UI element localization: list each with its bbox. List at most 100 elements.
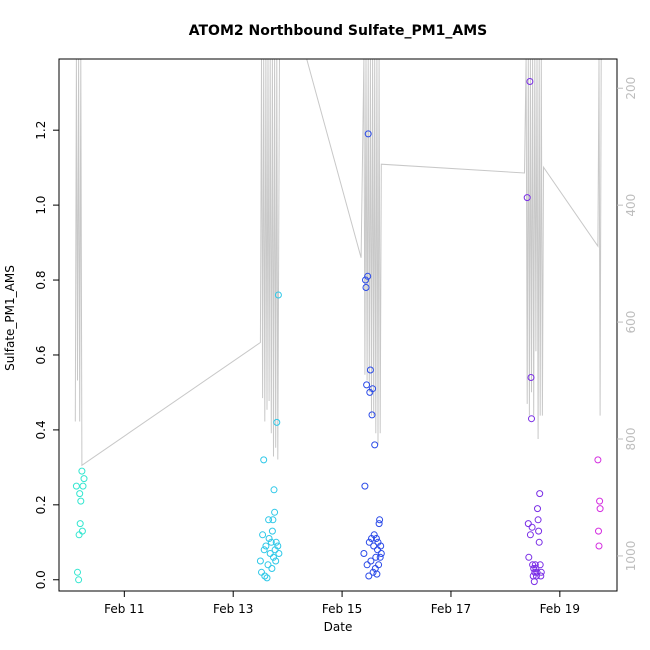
plot-frame (58, 58, 618, 592)
data-point (373, 570, 381, 578)
data-point (370, 542, 378, 550)
data-point (258, 568, 265, 576)
data-point (594, 456, 602, 464)
data-point (376, 516, 384, 524)
data-point (77, 497, 85, 505)
altitude-trace-line (74, 58, 602, 467)
y-tick-label: 0.6 (34, 345, 48, 364)
data-point (370, 531, 378, 539)
data-point (363, 561, 371, 569)
y-tick-label: 0.4 (34, 420, 48, 439)
data-point (256, 557, 264, 565)
data-point (275, 550, 283, 557)
x-tick-label: Feb 15 (322, 602, 362, 616)
data-point (368, 411, 376, 419)
data-point (274, 291, 282, 299)
data-point (264, 561, 272, 569)
chart-title: ATOM2 Northbound Sulfate_PM1_AMS (189, 23, 487, 39)
y-axis-label: Sulfate_PM1_AMS (3, 265, 17, 371)
data-point (535, 527, 543, 535)
data-point (365, 538, 373, 546)
data-point (535, 538, 543, 546)
data-point (536, 561, 544, 569)
data-point (268, 527, 276, 535)
data-point (523, 194, 531, 202)
x-axis-label: Date (324, 620, 353, 634)
data-point (377, 542, 385, 550)
data-point (363, 381, 371, 389)
data-point (75, 531, 83, 539)
data-point (271, 508, 279, 516)
x-tick-label: Feb 11 (104, 602, 144, 616)
data-point (532, 565, 540, 572)
data-point (528, 523, 536, 531)
right-tick-label: 200 (624, 77, 638, 100)
data-point (76, 490, 84, 498)
data-point (524, 520, 532, 528)
data-point (596, 497, 604, 505)
data-point (261, 572, 269, 580)
data-point (537, 572, 545, 580)
data-point (272, 538, 280, 546)
data-point (375, 561, 383, 569)
data-point (367, 557, 375, 565)
data-point (365, 572, 373, 580)
data-point (270, 486, 278, 494)
data-point (74, 568, 81, 576)
data-points-layer (72, 78, 604, 586)
data-point (76, 520, 84, 528)
data-point (369, 568, 377, 576)
y-axis: 0.0 0.2 0.4 0.6 0.8 1.0 1.2 (34, 121, 59, 589)
x-axis: Feb 11 Feb 13 Feb 15 Feb 17 Feb 19 (104, 591, 580, 616)
x-tick-label: Feb 19 (540, 602, 580, 616)
data-point (274, 542, 282, 550)
data-point (374, 546, 381, 554)
data-point (273, 418, 281, 426)
data-point (533, 568, 541, 576)
data-point (267, 538, 275, 546)
data-point (526, 531, 534, 539)
data-point (360, 550, 368, 557)
data-point (78, 467, 86, 475)
right-tick-label: 1000 (624, 541, 638, 572)
right-tick-label: 600 (624, 311, 638, 334)
data-point (527, 374, 535, 381)
data-point (80, 475, 88, 483)
data-point (269, 516, 277, 524)
data-point (272, 557, 280, 565)
data-point (537, 568, 545, 576)
data-point (595, 527, 602, 535)
data-point (260, 456, 268, 464)
data-point (263, 574, 271, 582)
data-point (362, 284, 370, 291)
data-point (262, 542, 270, 550)
data-point (376, 553, 384, 561)
data-point (259, 531, 267, 539)
data-point (362, 276, 369, 284)
data-point (534, 516, 542, 524)
data-point (364, 272, 372, 280)
y-tick-label: 0.0 (34, 570, 48, 589)
right-tick-label: 400 (624, 194, 638, 217)
data-point (377, 550, 385, 557)
data-point (270, 553, 277, 561)
data-point (371, 441, 379, 449)
data-point (75, 576, 83, 584)
data-point (596, 505, 604, 513)
altitude-trace-layer (74, 58, 602, 467)
data-point (536, 490, 544, 498)
data-point (528, 415, 535, 423)
data-point (372, 535, 380, 542)
data-point (72, 482, 80, 490)
y-tick-label: 0.2 (34, 495, 48, 514)
x-tick-label: Feb 17 (431, 602, 471, 616)
data-point (534, 505, 541, 513)
right-tick-label: 800 (624, 428, 638, 451)
data-point (375, 520, 383, 528)
data-point (525, 553, 533, 561)
y-tick-label: 0.8 (34, 270, 48, 289)
data-point (531, 561, 539, 569)
data-point (595, 542, 603, 550)
data-point (369, 385, 377, 393)
data-point (364, 130, 372, 138)
